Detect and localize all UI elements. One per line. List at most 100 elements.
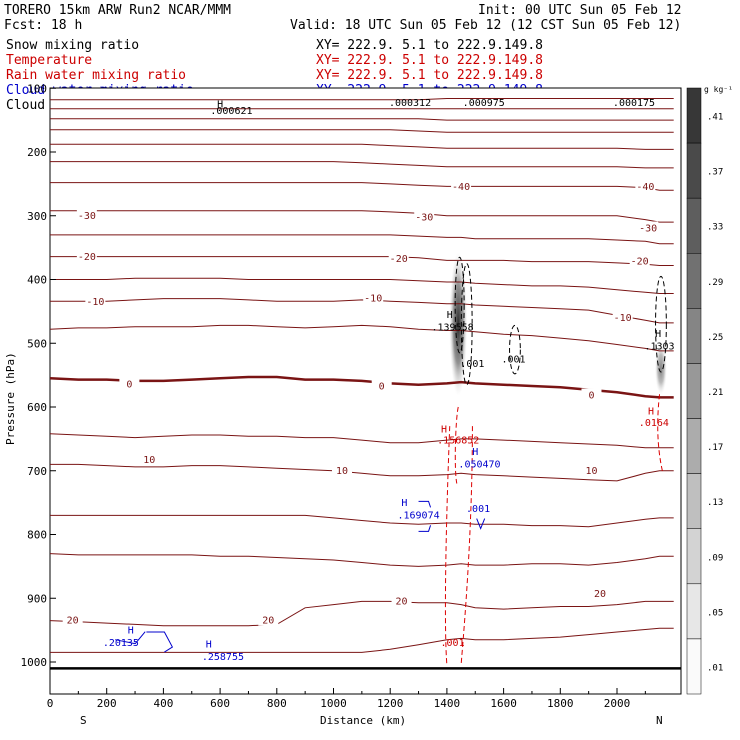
label-bg [629, 254, 650, 267]
legend-range: XY= 222.9. 5.1 to 222.9.149.8 [316, 38, 543, 53]
rain-contour [444, 426, 451, 666]
colorbar-tick-label: .37 [707, 168, 723, 178]
rain-contour [657, 394, 663, 471]
maximum-value: .000312 [389, 98, 431, 109]
isotherm [49, 433, 674, 449]
label-bg [589, 586, 610, 599]
colorbar-tick-label: .13 [707, 498, 723, 508]
y-tick-label: 200 [27, 146, 47, 159]
isotherm-label: -10 [364, 294, 382, 305]
x-tick-label: 1400 [434, 697, 461, 710]
endpoint-north: N [656, 714, 663, 727]
y-tick-label: 1000 [21, 656, 48, 669]
isotherm [50, 277, 674, 294]
valid-time: Valid: 18 UTC Sun 05 Feb 12 (12 CST Sun … [290, 18, 681, 33]
label-bg [414, 210, 435, 223]
label-bg [76, 250, 97, 263]
maximum-marker: H [401, 498, 407, 509]
label-bg [332, 463, 353, 476]
snow-contour [460, 263, 473, 386]
isotherm-label: -10 [86, 297, 104, 308]
isotherm [50, 118, 674, 121]
maximum-value: .000975 [463, 98, 505, 109]
colorbar-swatch [686, 197, 702, 254]
label-bg [388, 252, 409, 265]
colorbar-tick-label: .17 [707, 443, 723, 453]
isotherm [49, 553, 674, 567]
isotherm [50, 98, 674, 101]
snow-contour [655, 275, 667, 373]
isotherm [50, 234, 674, 245]
y-tick-label: 600 [27, 401, 47, 414]
label-bg [451, 180, 472, 193]
colorbar: .41 .37 .33 .29 .25 .21 .17 .13 .09 .05 .01 [686, 87, 723, 695]
rain-contour [454, 406, 459, 484]
isotherm-label: -20 [390, 254, 408, 265]
label-bg [119, 377, 140, 390]
cloud-water-contour [418, 500, 432, 508]
legend-label: Rain water mixing ratio [6, 68, 186, 83]
isotherm [50, 463, 674, 482]
maximum-marker: H [128, 625, 134, 636]
plot-frame [49, 87, 682, 695]
label-bg [371, 379, 392, 392]
x-tick-label: 1000 [320, 697, 347, 710]
snow-shading-north [654, 342, 667, 395]
label-bg [581, 463, 602, 476]
snow-contour [454, 256, 465, 354]
colorbar-swatch [686, 87, 702, 144]
legend-label: Snow mixing ratio [6, 38, 139, 53]
colorbar-tick-label: .09 [707, 553, 723, 563]
y-tick-label: 100 [27, 82, 47, 95]
isotherm-label: -40 [452, 182, 470, 193]
label-bg [581, 388, 602, 401]
x-tick-label: 0 [47, 697, 54, 710]
maximum-value: .20135 [103, 638, 139, 649]
label-bg [258, 613, 279, 626]
maximum-marker: H [447, 310, 453, 321]
colorbar-swatch [686, 528, 702, 585]
legend-label: Temperature [6, 53, 92, 68]
y-tick-label: 500 [27, 337, 47, 350]
cloud-water-contour [476, 518, 486, 530]
cloud-water-contour [146, 631, 174, 653]
x-tick-label: 2000 [604, 697, 631, 710]
legend-range: XY= 222.9. 5.1 to 222.9.149.8 [316, 68, 543, 83]
axes: 0 200 400 600 800 1000 1200 1400 1600 1800 2000100… [21, 82, 646, 710]
isotherm [50, 298, 674, 324]
y-tick-label: 400 [27, 274, 47, 287]
label-bg [76, 208, 97, 221]
isotherm-label: -20 [631, 257, 649, 268]
rain-contour [460, 426, 473, 666]
x-tick-label: 1200 [377, 697, 404, 710]
isotherm-label: 20 [396, 596, 408, 607]
isotherm-label: -20 [78, 252, 96, 263]
maximum-value: .1303 [644, 342, 674, 353]
colorbar-tick-label: .33 [707, 223, 723, 233]
isotherm [49, 324, 674, 352]
maximum-marker: H [648, 407, 654, 418]
label-bg [391, 594, 412, 607]
x-tick-label: 200 [97, 697, 117, 710]
endpoint-south: S [80, 714, 87, 727]
maximum-value: .156852 [437, 435, 479, 446]
isotherm-label: 0 [379, 382, 385, 393]
maximum-marker: H [206, 639, 212, 650]
x-tick-label: 800 [267, 697, 287, 710]
snow-maximum-shading [449, 252, 468, 397]
legend-range: XY= 222.9. 5.1 to 222.9.149.8 [316, 53, 543, 68]
colorbar-swatch [686, 363, 702, 419]
isotherm [50, 210, 674, 223]
contour-labels: -40 -40 -30 -30 -30 -20 -20 -20 -10 -10 -10 0 0 0 10 10… [62, 98, 675, 663]
maximum-value: .139558 [431, 323, 473, 334]
cloud-water-contour [418, 525, 432, 532]
y-axis-label: Pressure (hPa) [4, 352, 17, 445]
x-tick-label: 1600 [490, 697, 517, 710]
maximum-marker: H [441, 425, 447, 436]
maximum-value: .001 [441, 638, 465, 649]
maximum-marker: H [472, 447, 478, 458]
maximum-value: .258755 [202, 652, 244, 663]
isotherm-label: -30 [78, 211, 96, 222]
y-tick-label: 800 [27, 529, 47, 542]
forecast-hour: Fcst: 18 h [4, 18, 82, 33]
